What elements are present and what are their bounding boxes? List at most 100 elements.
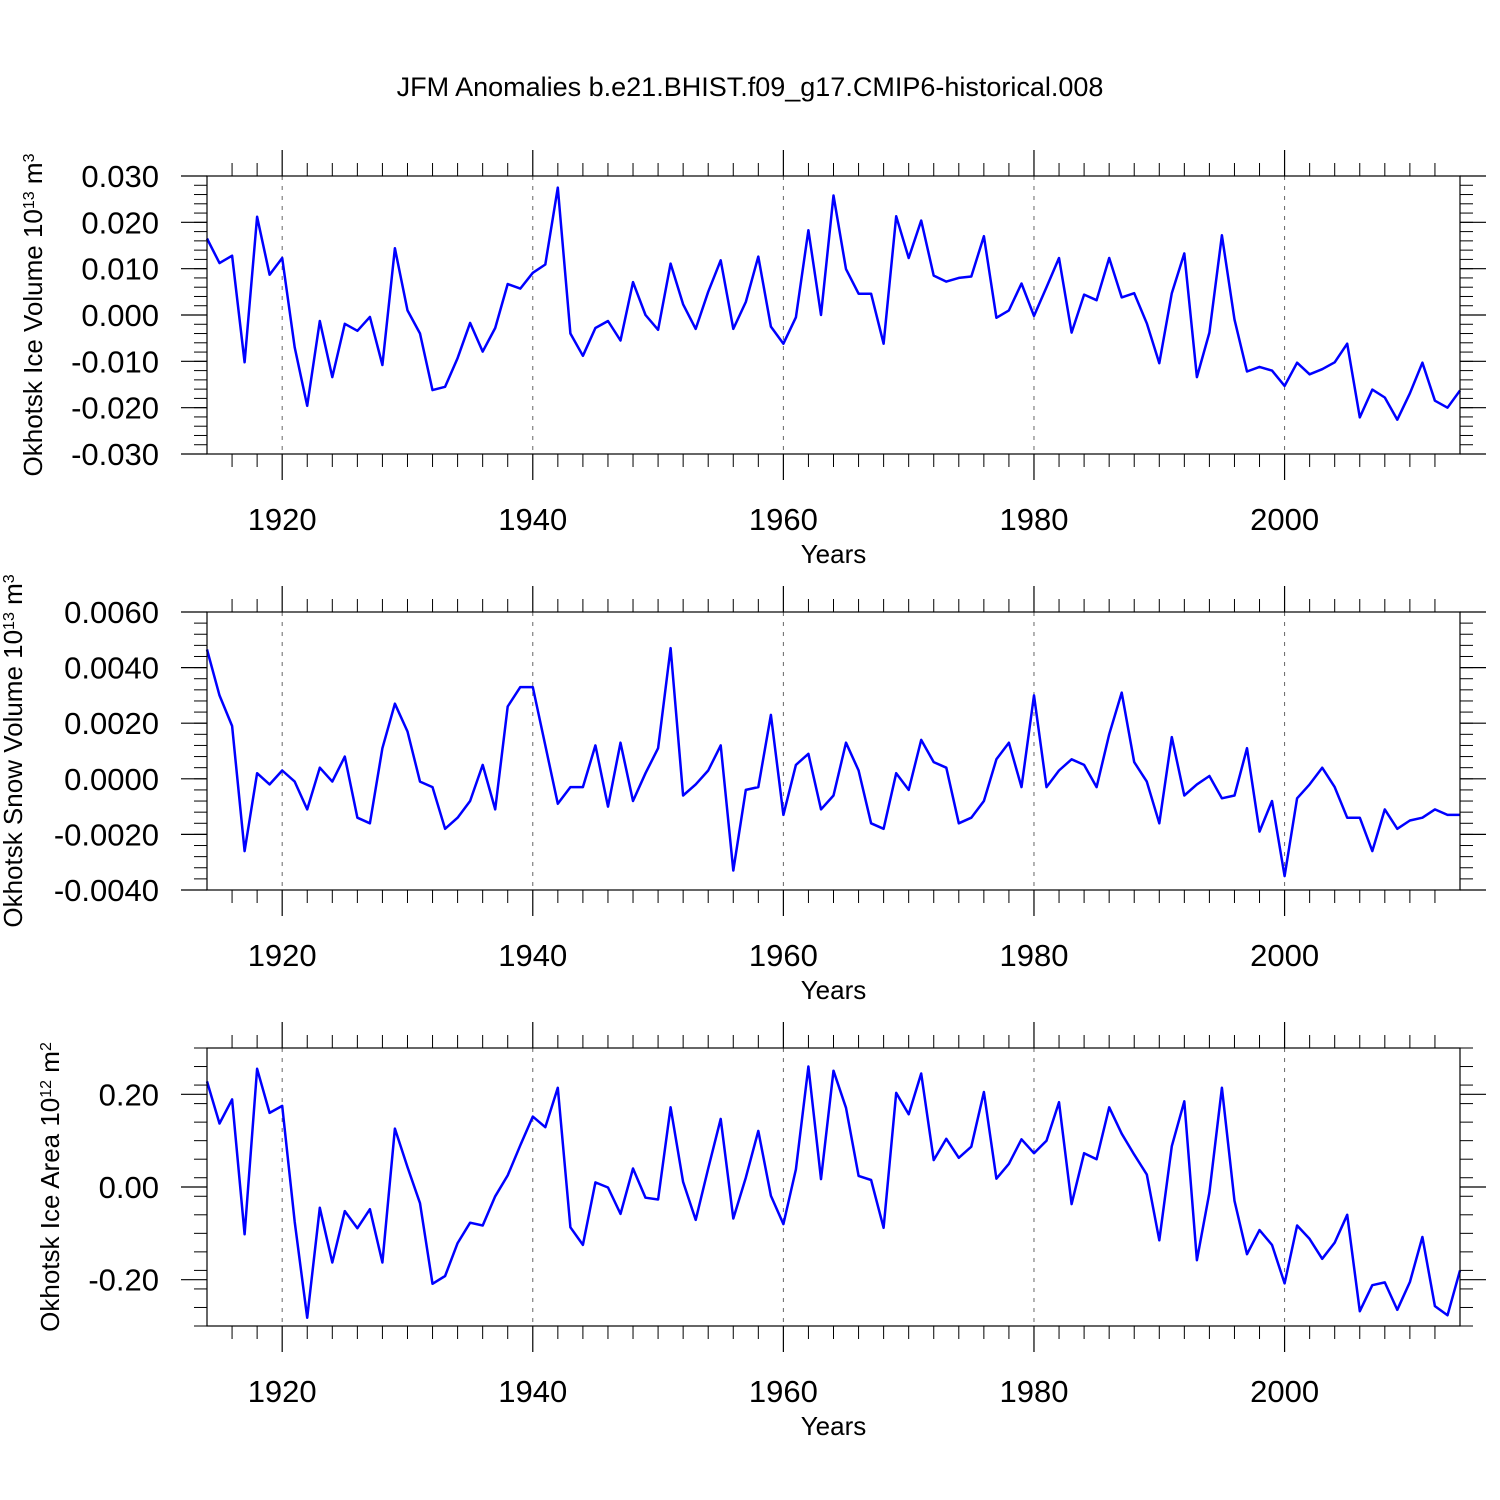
panel3-data-point: [995, 1177, 997, 1179]
panel2-data-point: [231, 725, 233, 727]
panel2-data-point: [745, 789, 747, 791]
panel2-ytick-label: -0.0020: [54, 817, 159, 852]
panel1-data-point: [1045, 286, 1047, 288]
panel2-data-point: [306, 808, 308, 810]
panel1-data-point: [481, 350, 483, 352]
panel2-data-point: [594, 744, 596, 746]
panel3-data-point: [1421, 1236, 1423, 1238]
panel1-data-point: [243, 361, 245, 363]
panel3-data-point: [1283, 1282, 1285, 1284]
panel2-data-point: [1158, 822, 1160, 824]
panel3-data-point: [1158, 1239, 1160, 1241]
panel2-xtick-label: 2000: [1250, 938, 1319, 973]
panel1-data-point: [231, 254, 233, 256]
panel1-data-point: [519, 287, 521, 289]
panel3-data-point: [1120, 1133, 1122, 1135]
panel1-data-point: [745, 301, 747, 303]
panel1-xtick-label: 1960: [749, 502, 818, 537]
panel1-data-point: [557, 186, 559, 188]
panel2-data-point: [406, 730, 408, 732]
panel3-data-point: [669, 1106, 671, 1108]
panel1-data-point: [1409, 392, 1411, 394]
panel3-data-point: [319, 1207, 321, 1209]
panel3-data-point: [381, 1261, 383, 1263]
panel3-data-point: [1409, 1281, 1411, 1283]
panel2-data-point: [1346, 817, 1348, 819]
panel3-data-point: [369, 1208, 371, 1210]
panel1-ytick-label: -0.030: [71, 437, 159, 472]
panel1-data-point: [1095, 299, 1097, 301]
panel1-data-point: [795, 316, 797, 318]
panel2-data-point: [1196, 783, 1198, 785]
panel1-data-point: [1308, 373, 1310, 375]
panel2-data-point: [782, 814, 784, 816]
panel3-data-point: [456, 1242, 458, 1244]
panel3-data-point: [782, 1223, 784, 1225]
panel2-data-point: [1133, 761, 1135, 763]
panel1-data-point: [757, 255, 759, 257]
panel1-data-point: [870, 292, 872, 294]
panel3-data-point: [1070, 1203, 1072, 1205]
panel2-data-point: [907, 789, 909, 791]
panel2-data-point: [294, 780, 296, 782]
panel3-data-point: [394, 1127, 396, 1129]
panel1-ytick-label: -0.020: [71, 391, 159, 426]
panel3-xtick-label: 1920: [248, 1374, 317, 1409]
panel3-data-point: [344, 1210, 346, 1212]
panel3-data-point: [1095, 1158, 1097, 1160]
panel2-data-point: [820, 808, 822, 810]
panel3-data-point: [945, 1138, 947, 1140]
panel1-data-point: [1421, 362, 1423, 364]
panel2-data-point: [1359, 817, 1361, 819]
panel2-data-point: [1434, 808, 1436, 810]
panel2-data-point: [920, 739, 922, 741]
panel3-data-point: [481, 1224, 483, 1226]
panel2-data-point: [1334, 786, 1336, 788]
panel2-data-point: [1095, 786, 1097, 788]
panel3-data-point: [1020, 1138, 1022, 1140]
panel1-ytick-label: 0.000: [81, 298, 159, 333]
panel1-ytick-label: -0.010: [71, 344, 159, 379]
panel3-data-point: [882, 1227, 884, 1229]
panel1-data-point: [782, 343, 784, 345]
panel1-yaxis-title: Okhotsk Ice Volume 1013 m3: [18, 153, 48, 476]
panel3-data-point: [1171, 1145, 1173, 1147]
panel2-data-point: [1308, 783, 1310, 785]
panel2-data-point: [1384, 808, 1386, 810]
panel3-data-point: [933, 1159, 935, 1161]
panel2-data-point: [1146, 780, 1148, 782]
panel3-data-point: [1296, 1224, 1298, 1226]
panel1-ytick-label: 0.010: [81, 252, 159, 287]
panel1-data-point: [594, 327, 596, 329]
panel1-data-point: [983, 235, 985, 237]
panel2-data-point: [895, 772, 897, 774]
panel1-data-point: [1171, 292, 1173, 294]
panel1-data-point: [945, 280, 947, 282]
panel2-data-point: [243, 850, 245, 852]
panel3-yaxis-title: Okhotsk Ice Area 1012 m2: [35, 1042, 65, 1332]
panel3-data-point: [356, 1227, 358, 1229]
panel1-data-point: [1221, 234, 1223, 236]
panel1-data-point: [1133, 292, 1135, 294]
panel1-data-point: [807, 229, 809, 231]
panel2-data-point: [456, 817, 458, 819]
panel1-data-point: [1396, 419, 1398, 421]
panel1-data-point: [845, 268, 847, 270]
panel2-data-point: [669, 647, 671, 649]
panel3-data-point: [306, 1316, 308, 1318]
panel2-data-point: [532, 686, 534, 688]
panel3-data-point: [1033, 1152, 1035, 1154]
panel1-data-point: [1146, 322, 1148, 324]
panel3-data-point: [632, 1167, 634, 1169]
panel1-data-point: [920, 219, 922, 221]
panel2-ytick-label: 0.0020: [64, 706, 159, 741]
panel3-data-point: [469, 1221, 471, 1223]
panel3-data-point: [582, 1244, 584, 1246]
panel2-data-point: [218, 694, 220, 696]
panel3-data-point: [1258, 1229, 1260, 1231]
panel2-data-point: [832, 794, 834, 796]
panel3-ytick-label: 0.20: [99, 1077, 159, 1112]
panel1-data-point: [820, 314, 822, 316]
panel1-xtick-label: 1920: [248, 502, 317, 537]
